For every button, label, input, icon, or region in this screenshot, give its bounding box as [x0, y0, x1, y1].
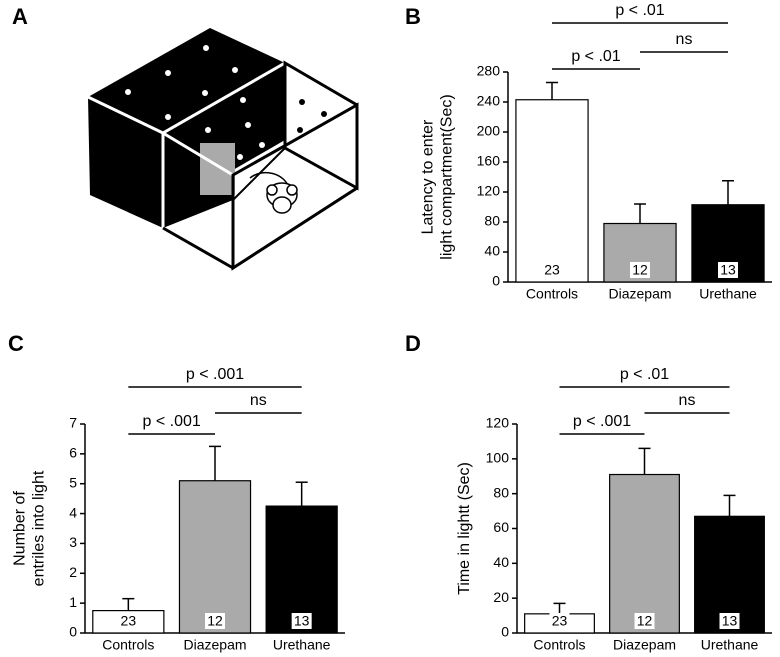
n-label-box	[549, 613, 570, 629]
y-tick-label: 0	[501, 624, 509, 640]
x-tick-label: Controls	[102, 637, 154, 653]
y-axis-label: Latency to enter	[420, 119, 437, 234]
significance-label: p < .01	[571, 48, 620, 65]
significance-label: p < .01	[615, 2, 664, 19]
apparatus-diagram	[87, 28, 361, 271]
panel-label: D	[405, 331, 421, 356]
y-tick-label: 40	[493, 554, 509, 570]
y-tick-label: 40	[484, 243, 500, 259]
x-tick-label: Controls	[526, 286, 578, 302]
bar	[515, 99, 589, 283]
n-label-box	[118, 613, 139, 629]
x-tick-label: Diazepam	[613, 637, 676, 653]
y-tick-label: 7	[69, 415, 77, 431]
n-label: 13	[294, 613, 310, 629]
x-tick-label: Urethane	[701, 637, 759, 653]
n-label-box	[719, 613, 740, 629]
y-tick-label: 100	[486, 450, 510, 466]
bar	[265, 505, 338, 634]
y-tick-label: 1	[69, 594, 77, 610]
n-label-box	[634, 613, 655, 629]
bar	[609, 473, 680, 634]
n-label: 12	[632, 262, 648, 278]
n-label: 12	[207, 613, 223, 629]
y-tick-label: 2	[69, 564, 77, 580]
panel-label: A	[12, 4, 28, 29]
n-label: 12	[637, 613, 653, 629]
y-tick-label: 240	[477, 93, 501, 109]
y-tick-label: 0	[69, 624, 77, 640]
y-tick-label: 200	[477, 123, 501, 139]
y-axis-label: Number of	[12, 491, 29, 566]
significance-label: p < .01	[620, 366, 669, 383]
y-tick-label: 120	[477, 183, 501, 199]
x-tick-label: Controls	[533, 637, 585, 653]
y-tick-label: 20	[493, 589, 509, 605]
significance-label: p < .001	[186, 366, 244, 383]
n-label: 23	[121, 613, 137, 629]
y-tick-label: 120	[486, 415, 510, 431]
y-tick-label: 0	[492, 273, 500, 289]
significance-label: p < .001	[143, 413, 201, 430]
y-tick-label: 4	[69, 504, 77, 520]
n-label-box	[542, 262, 562, 278]
y-tick-label: 3	[69, 534, 77, 550]
bar	[178, 480, 252, 634]
significance-label: ns	[250, 392, 267, 409]
panel-label: B	[405, 4, 421, 29]
y-tick-label: 160	[477, 153, 501, 169]
significance-label: ns	[679, 392, 696, 409]
n-label: 23	[544, 262, 560, 278]
significance-label: p < .001	[573, 413, 631, 430]
n-label-box	[630, 262, 650, 278]
y-axis-label: Time in lightt (Sec)	[456, 462, 473, 595]
y-tick-label: 280	[477, 63, 501, 79]
n-label-box	[718, 262, 738, 278]
panel-label: C	[8, 331, 24, 356]
x-tick-label: Urethane	[273, 637, 331, 653]
significance-label: ns	[676, 31, 693, 48]
x-tick-label: Urethane	[699, 286, 757, 302]
n-label: 13	[720, 262, 736, 278]
n-label-box	[205, 613, 225, 629]
n-label: 23	[552, 613, 568, 629]
y-tick-label: 6	[69, 445, 77, 461]
y-tick-label: 60	[493, 519, 509, 535]
y-axis-label: light compartment(Sec)	[439, 94, 456, 259]
y-tick-label: 5	[69, 474, 77, 490]
y-axis-label: entriles into light	[31, 470, 48, 586]
n-label-box	[291, 613, 312, 629]
y-tick-label: 80	[484, 213, 500, 229]
n-label: 13	[722, 613, 738, 629]
x-tick-label: Diazepam	[183, 637, 246, 653]
x-tick-label: Diazepam	[608, 286, 671, 302]
y-tick-label: 80	[493, 484, 509, 500]
